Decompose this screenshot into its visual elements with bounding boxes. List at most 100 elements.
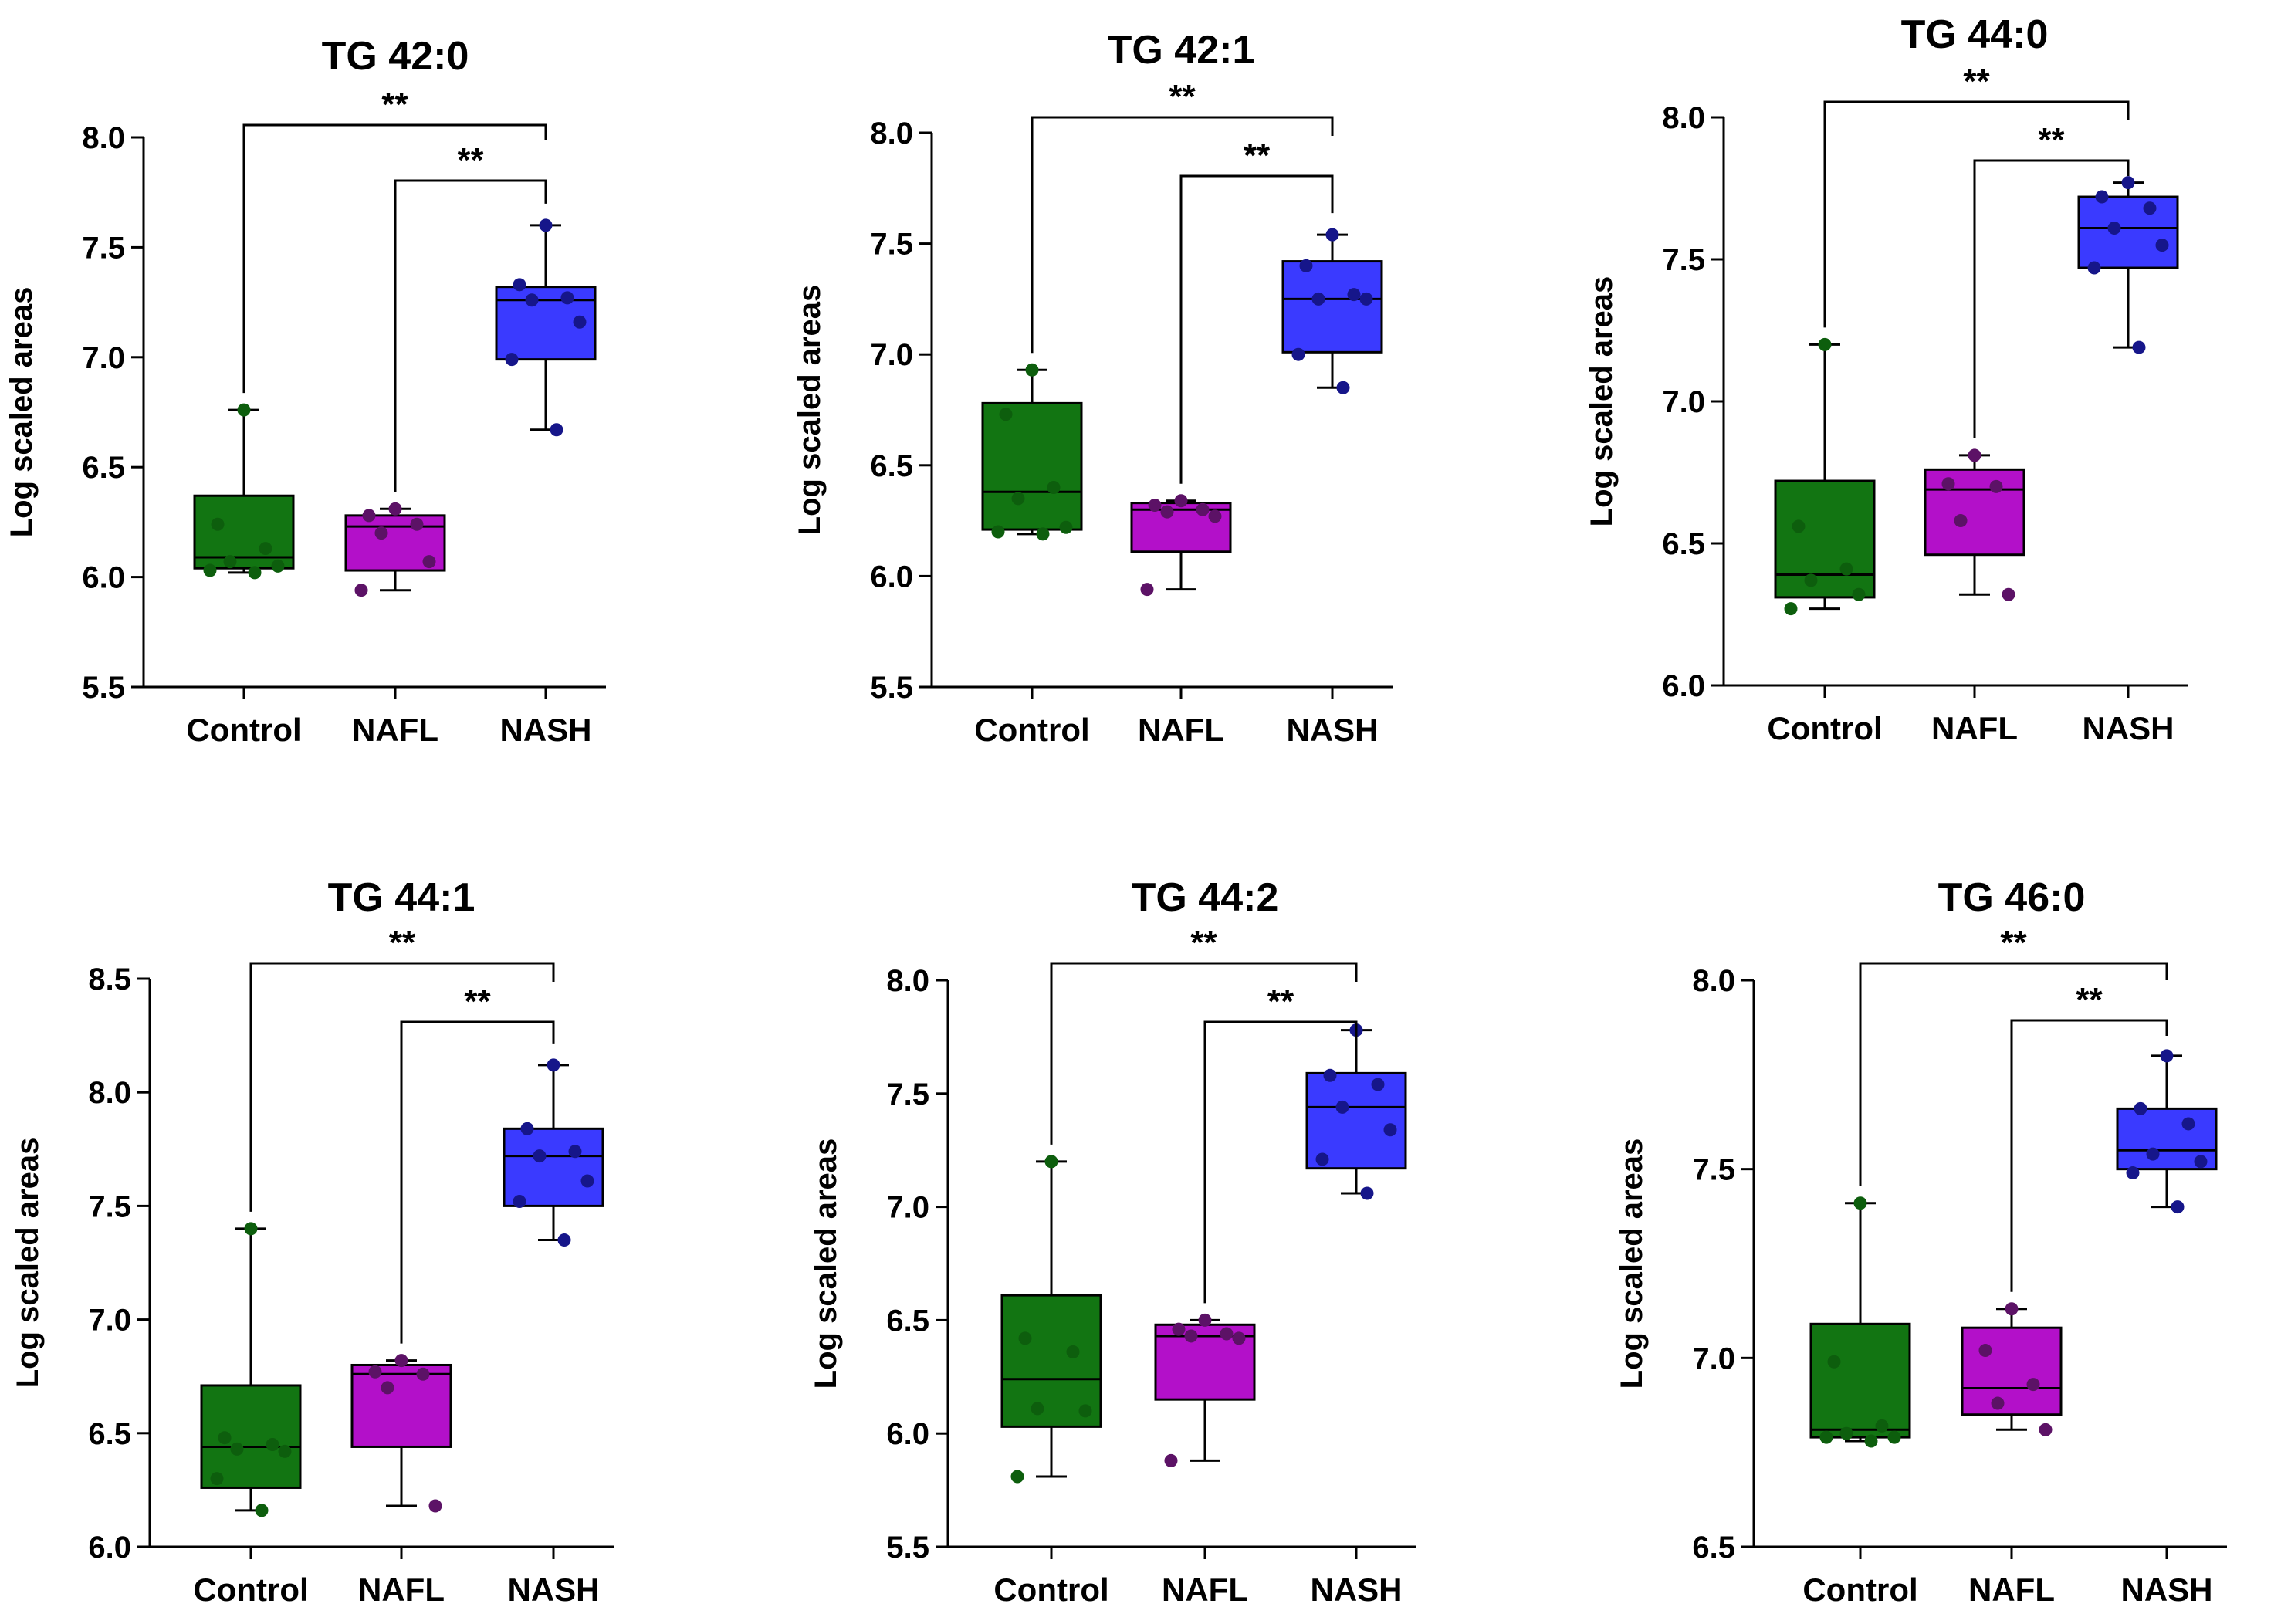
data-point [210,1472,224,1486]
data-point [2181,1117,2195,1131]
data-point [259,542,272,556]
box-iqr [1961,1326,2063,1416]
box-nash [2077,176,2179,354]
x-tick-label-control: Control [993,1572,1108,1608]
x-tick-label-nafl: NAFL [358,1572,445,1608]
box-nafl [1961,1302,2063,1436]
data-point [271,559,285,573]
data-point [2039,1423,2053,1436]
box-nash [2116,1049,2218,1214]
y-tick-label: 7.5 [886,1078,929,1111]
y-tick-label: 7.5 [88,1189,131,1223]
data-point [1172,1322,1186,1336]
data-point [560,291,574,305]
data-point [525,293,539,307]
data-point [388,502,402,516]
data-point [1291,347,1305,361]
data-point [550,423,563,437]
box-nafl [1130,494,1232,597]
significance-label: ** [1267,983,1294,1020]
data-point [1968,448,1981,462]
data-point [230,1442,244,1456]
x-tick-label-nash: NASH [499,712,591,748]
data-point [1875,1419,1889,1433]
data-point [2132,340,2146,354]
box-control [981,363,1083,541]
x-tick-label-control: Control [1767,710,1882,746]
data-point [2143,201,2157,215]
data-point [1887,1430,1901,1444]
box-iqr [1774,479,1876,599]
box-nafl [1924,448,2025,601]
panel-title: TG 42:0 [322,34,469,79]
significance-label: ** [389,924,416,962]
data-point [416,1367,430,1381]
panel-title: TG 46:0 [1938,875,2086,920]
significance-label: ** [1963,63,1990,100]
y-tick-label: 8.0 [886,964,929,998]
y-tick-label: 5.5 [886,1531,929,1565]
data-point [1311,292,1325,306]
data-point [237,403,251,417]
data-point [1010,1470,1024,1484]
y-axis-label: Log scaled areas [1615,1138,1649,1389]
data-point [422,555,436,569]
bracket-line [1859,962,2168,1186]
data-point [1853,1196,1867,1210]
data-point [1036,527,1050,541]
x-tick-label-control: Control [193,1572,308,1608]
y-tick-label: 8.0 [88,1076,131,1110]
y-tick-label: 7.5 [870,228,913,262]
data-point [1174,494,1188,508]
significance-label: ** [2038,121,2065,159]
x-tick-label-nafl: NAFL [1162,1572,1248,1608]
x-tick-label-nafl: NAFL [1968,1572,2055,1608]
data-point [2134,1101,2147,1115]
x-tick-label-control: Control [1802,1572,1917,1608]
box-nafl [1154,1313,1256,1467]
data-point [1978,1344,1992,1358]
box-iqr [1924,468,2025,557]
y-tick-label: 6.0 [870,560,913,594]
data-point [218,1431,232,1445]
y-tick-label: 7.5 [1662,243,1705,277]
data-point [1991,1396,2005,1410]
data-point [2126,1166,2140,1180]
data-point [1371,1078,1385,1091]
box-iqr [350,1363,452,1448]
data-point [1184,1329,1198,1343]
data-point [2155,239,2169,252]
y-tick-label: 7.5 [82,231,125,265]
data-point [2194,1155,2208,1169]
y-tick-label: 8.0 [1662,101,1705,135]
data-point [505,353,519,367]
y-tick-label: 8.0 [1692,964,1735,998]
data-point [255,1504,269,1517]
bracket-line [2010,1019,2168,1292]
box-iqr [2077,195,2179,269]
y-tick-label: 6.5 [1662,527,1705,561]
data-point [1066,1345,1080,1359]
data-point [513,278,526,292]
data-point [1839,562,1853,576]
significance-bracket-1: ** [1859,924,2168,1186]
data-point [1011,492,1025,506]
significance-label: ** [2076,981,2103,1019]
y-tick-label: 8.0 [870,117,913,151]
data-point [1784,602,1798,616]
box-nash [1281,228,1383,394]
significance-bracket-1: ** [249,924,555,1212]
panel-title: TG 44:0 [1901,12,2049,57]
significance-label: ** [464,983,491,1020]
data-point [1208,509,1222,523]
significance-label: ** [381,86,408,123]
data-point [244,1222,258,1236]
data-point [568,1145,582,1159]
x-tick-label-control: Control [974,712,1089,748]
data-point [520,1122,534,1135]
data-point [1941,477,1955,491]
box-nash [503,1058,604,1247]
data-point [394,1354,408,1368]
data-point [1047,481,1061,495]
data-point [1792,519,1806,533]
